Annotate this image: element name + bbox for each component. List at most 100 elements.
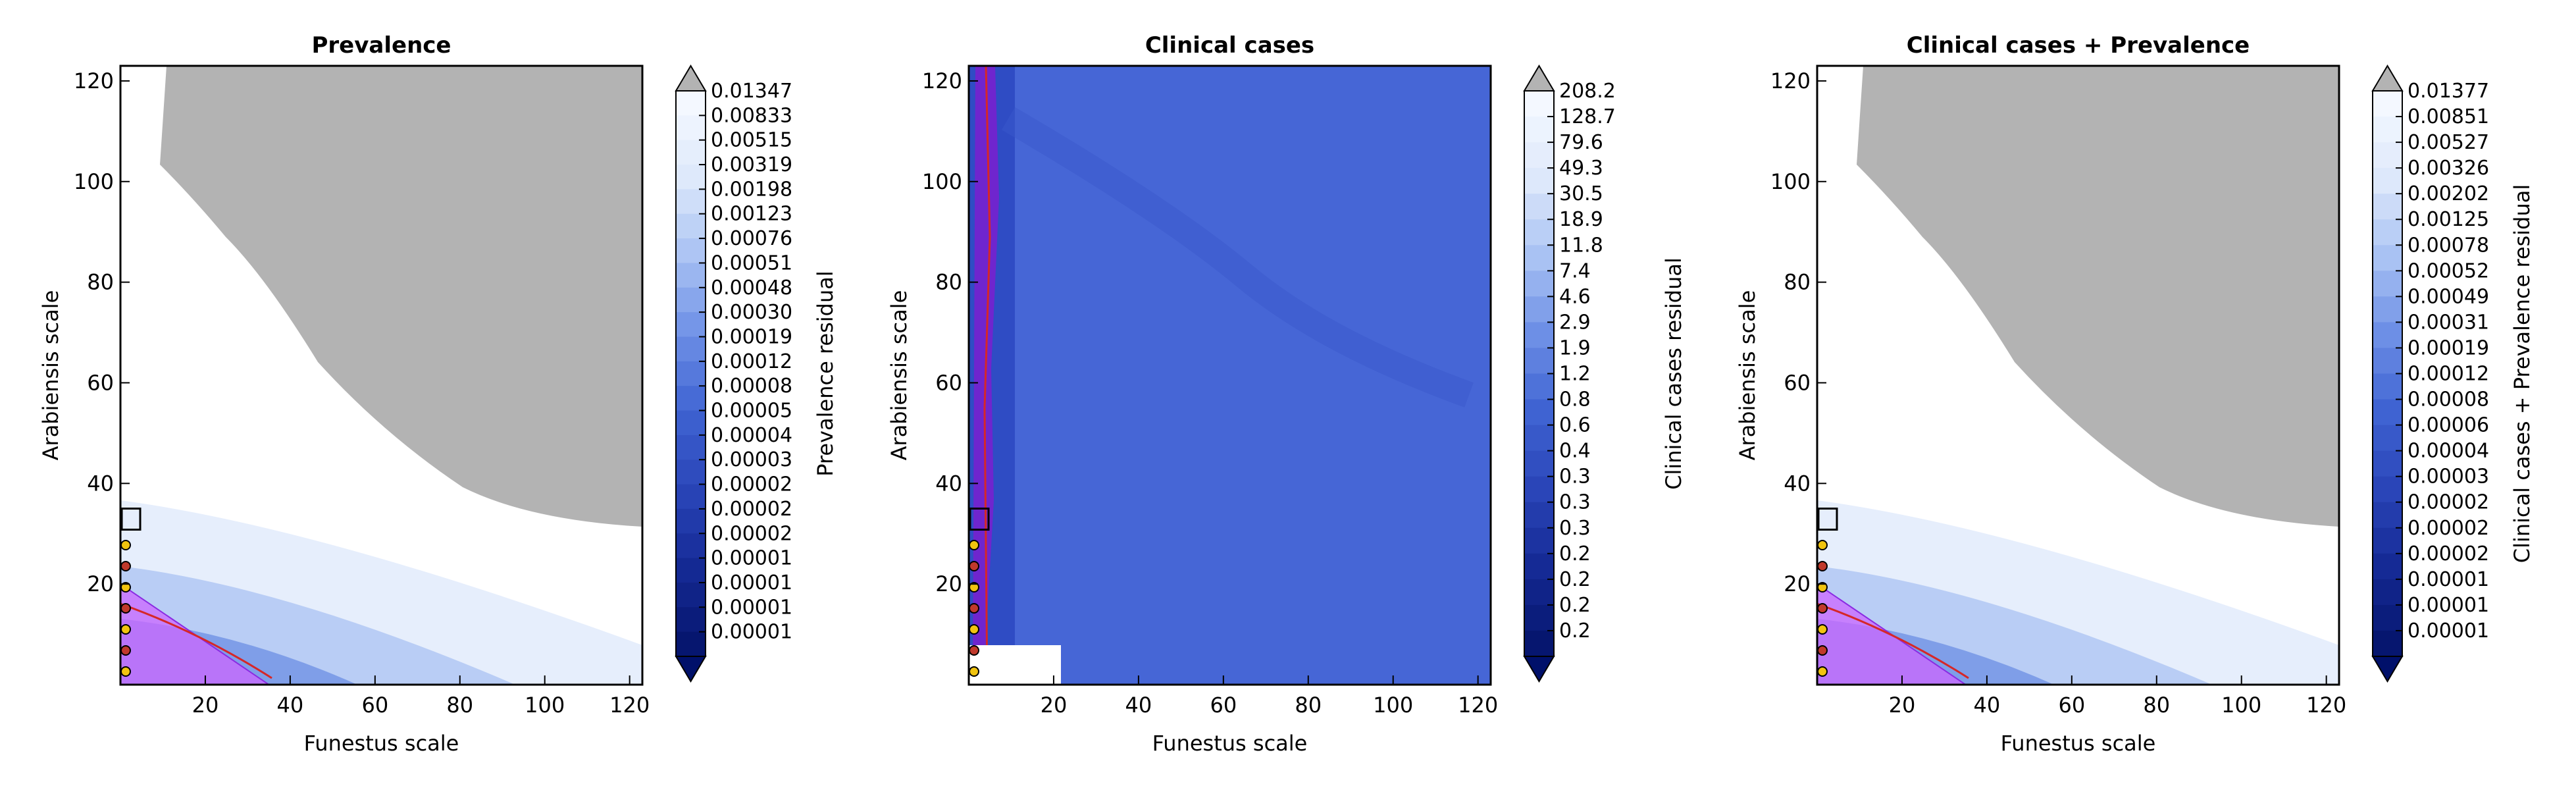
colorbar: 0.013470.008330.005150.003190.001980.001… xyxy=(675,65,838,683)
plot-frame xyxy=(1816,65,2340,686)
colorbar-segment xyxy=(676,361,706,386)
colorbar-tick-label: 0.00001 xyxy=(711,571,792,594)
colorbar-tick-label: 79.6 xyxy=(1559,131,1603,154)
colorbar-tick-label: 1.9 xyxy=(1559,336,1591,359)
data-point xyxy=(969,561,979,571)
colorbar-segment xyxy=(1524,553,1554,580)
colorbar-tick-label: 0.8 xyxy=(1559,388,1591,411)
colorbar-segment xyxy=(676,434,706,460)
light-corner xyxy=(969,645,1061,685)
colorbar-tick-label: 0.00002 xyxy=(711,522,792,545)
subplot-3: 20 40 60 80 100 120 20 40 60 80 100 120 Clinical cas… xyxy=(1735,32,2535,756)
colorbar-segment xyxy=(2373,296,2402,323)
colorbar-segment xyxy=(2373,194,2402,220)
data-point xyxy=(120,540,131,550)
colorbar-segment xyxy=(676,263,706,288)
x-tick-label: 100 xyxy=(525,693,565,718)
colorbar-segment xyxy=(2373,271,2402,297)
colorbar-tick-label: 11.8 xyxy=(1559,234,1603,257)
colorbar-segment xyxy=(2373,219,2402,246)
colorbar-segment xyxy=(2373,245,2402,271)
colorbar-tick-label: 7.4 xyxy=(1559,259,1591,282)
colorbar-segment xyxy=(1524,450,1554,477)
marker-square xyxy=(1817,508,1838,531)
colorbar-segment xyxy=(1524,322,1554,348)
colorbar-segment xyxy=(2373,604,2402,631)
colorbar-tick-label: 2.9 xyxy=(1559,311,1591,334)
colorbar-tick-label: 0.00002 xyxy=(2408,491,2489,514)
colorbar-tick-label: 0.00527 xyxy=(2408,131,2489,154)
colorbar-tick-label: 0.00003 xyxy=(711,448,792,471)
y-tick-label: 100 xyxy=(922,169,962,194)
colorbar-segment xyxy=(676,165,706,190)
marker-square xyxy=(120,508,142,531)
x-tick-label: 120 xyxy=(2306,693,2346,718)
data-point xyxy=(969,624,979,635)
colorbar-label: Clinical cases + Prevalence residual xyxy=(2510,184,2535,563)
y-tick-label: 20 xyxy=(935,571,962,596)
colorbar-extend-top xyxy=(675,65,707,92)
y-axis-label: Arabiensis scale xyxy=(887,290,912,461)
colorbar-segment xyxy=(676,460,706,485)
colorbar-extend-top xyxy=(1523,65,1555,92)
x-tick-label: 60 xyxy=(1210,693,1237,718)
colorbar-tick-label: 1.2 xyxy=(1559,363,1591,386)
colorbar-tick-label: 128.7 xyxy=(1559,105,1616,128)
colorbar-tick-label: 0.2 xyxy=(1559,542,1591,566)
data-point xyxy=(120,561,131,571)
data-point xyxy=(1817,540,1828,550)
colorbar-extend-top xyxy=(2371,65,2404,92)
colorbar-segment xyxy=(676,508,706,534)
colorbar-tick-label: 0.2 xyxy=(1559,619,1591,643)
colorbar-tick-label: 0.00833 xyxy=(711,104,792,127)
colorbar-segment xyxy=(2373,502,2402,529)
data-point xyxy=(120,666,131,677)
colorbar-tick-label: 0.00076 xyxy=(711,227,792,250)
contour-line xyxy=(983,66,991,685)
y-axis-label: Arabiensis scale xyxy=(1735,290,1760,461)
plot-area xyxy=(1817,66,2339,685)
x-axis-label: Funestus scale xyxy=(1152,731,1308,756)
plot-area xyxy=(120,66,642,685)
plot-frame xyxy=(119,65,644,686)
colorbar-tick-label: 0.00125 xyxy=(2408,208,2489,231)
colorbar-segment xyxy=(2373,399,2402,426)
x-tick-label: 80 xyxy=(446,693,473,718)
colorbar-segment xyxy=(1524,579,1554,606)
colorbar-segment xyxy=(1524,296,1554,323)
colorbar-tick-label: 0.00001 xyxy=(711,547,792,570)
colorbar-segment xyxy=(1524,271,1554,297)
colorbar-tick-label: 0.2 xyxy=(1559,594,1591,617)
data-point xyxy=(120,624,131,635)
colorbar-segment xyxy=(1524,476,1554,503)
darker-patch xyxy=(1001,107,1474,408)
colorbar-segment xyxy=(676,582,706,608)
colorbar-segment xyxy=(676,386,706,411)
x-tick-label: 80 xyxy=(2143,693,2170,718)
y-tick-label: 20 xyxy=(87,571,114,596)
colorbar-tick-label: 0.00202 xyxy=(2408,182,2489,205)
data-point xyxy=(969,603,979,614)
y-tick-label: 120 xyxy=(922,68,962,93)
colorbar-tick-label: 0.00019 xyxy=(2408,336,2489,359)
colorbar-segment xyxy=(2373,425,2402,452)
masked-region xyxy=(1857,66,2339,527)
colorbar-segment xyxy=(2373,168,2402,194)
colorbar-segment xyxy=(676,312,706,337)
data-point xyxy=(969,645,979,656)
colorbar-tick-label: 0.00004 xyxy=(2408,440,2489,463)
colorbar-extend-bottom xyxy=(675,656,707,683)
colorbar-tick-label: 0.00326 xyxy=(2408,157,2489,180)
x-tick-label: 60 xyxy=(2058,693,2085,718)
x-tick-label: 40 xyxy=(1974,693,2001,718)
colorbar-tick-label: 0.00012 xyxy=(711,350,792,373)
y-tick-label: 120 xyxy=(74,68,114,93)
subplot-title: Clinical cases + Prevalence xyxy=(1907,32,2250,59)
x-tick-label: 20 xyxy=(192,693,219,718)
colorbar-segment xyxy=(2373,322,2402,348)
colorbar-tick-label: 0.00198 xyxy=(711,178,792,201)
y-tick-label: 40 xyxy=(935,471,962,496)
colorbar-segment xyxy=(676,238,706,263)
colorbar-tick-label: 0.00012 xyxy=(2408,363,2489,386)
